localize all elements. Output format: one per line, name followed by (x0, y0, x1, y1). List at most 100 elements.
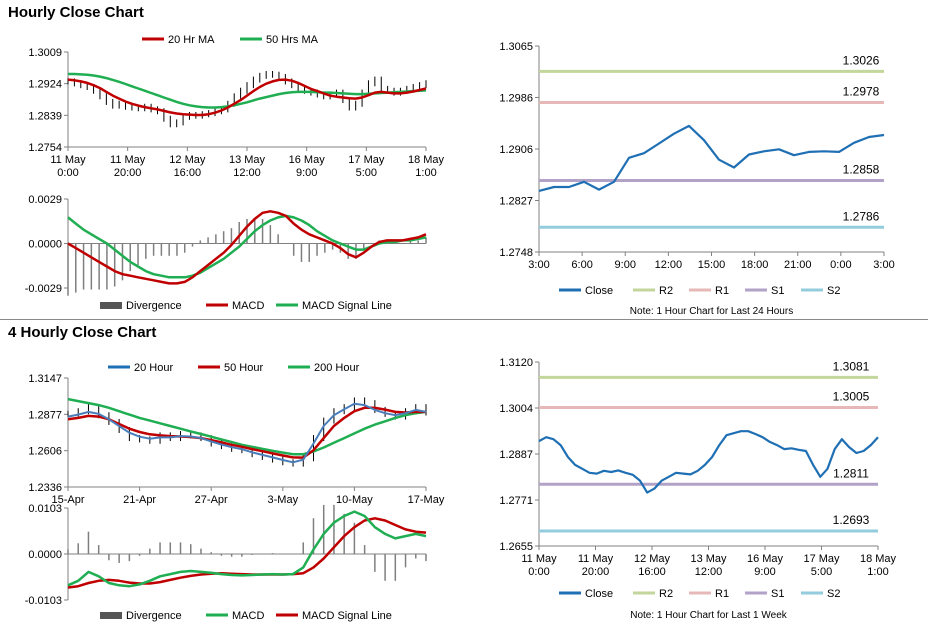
hourly-week-xtick-label: 9:00 (754, 566, 775, 578)
hourly-price-xtick-label: 5:00 (356, 167, 377, 179)
hourly-price-xtick-label: 12 May (169, 154, 206, 166)
legend-label: MACD (232, 610, 264, 622)
hourly-week-xtick-label: 20:00 (582, 566, 610, 578)
hourly-week-ytick-label: 1.2887 (499, 449, 533, 461)
hourly-24h-r1-label: 1.2978 (843, 85, 880, 99)
legend-label: S1 (771, 285, 784, 297)
four-hourly-price-ytick-label: 1.2606 (28, 446, 62, 458)
hourly-signal-line (67, 214, 427, 279)
four-hourly-price-ytick-label: 1.2877 (28, 409, 62, 421)
legend-swatch (100, 612, 122, 619)
legend-label: R1 (715, 588, 729, 600)
hourly-week-xtick-label: 16 May (747, 553, 784, 565)
hourly-price-xtick-label: 20:00 (114, 167, 142, 179)
hourly-price-ytick-label: 1.2754 (28, 142, 62, 154)
hourly-week-ytick-label: 1.3004 (499, 403, 533, 415)
hourly-macd-line (67, 210, 427, 285)
legend-label: 200 Hour (314, 362, 360, 374)
hourly-price-xtick-label: 16:00 (174, 167, 202, 179)
hourly-24h-note: Note: 1 Hour Chart for Last 24 Hours (630, 306, 793, 317)
hourly-macd-chart: 0.0029 0.0000 -0.0029 Divergence MACD MACD Si… (25, 194, 427, 312)
four-hourly-price-xtick-label: 17-May (408, 494, 445, 506)
hourly-24h-xtick-label: 0:00 (830, 259, 851, 271)
hourly-24h-close-line (538, 124, 885, 192)
legend-label: R2 (659, 588, 673, 600)
four-hourly-ma50-line (67, 406, 426, 459)
hourly-24h-ytick-label: 1.2986 (499, 93, 533, 105)
legend-label: MACD Signal Line (302, 300, 392, 312)
hourly-price-ytick-label: 1.2839 (28, 110, 62, 122)
legend-label: R1 (715, 285, 729, 297)
hourly-price-ytick-label: 1.3009 (28, 47, 62, 59)
hourly-macd-ytick-label: 0.0000 (28, 239, 62, 251)
hourly-macd-ytick-label: 0.0029 (28, 194, 62, 206)
four-hourly-price-ytick-label: 1.3147 (28, 373, 62, 385)
hourly-price-xtick-label: 18 May (408, 154, 445, 166)
hourly-week-xtick-label: 1:00 (867, 566, 888, 578)
hourly-week-ytick-label: 1.2655 (499, 541, 533, 553)
four-hourly-ma20-line (67, 402, 427, 464)
hourly-week-note: Note: 1 Hour Chart for Last 1 Week (630, 610, 788, 621)
four-hourly-section-title: 4 Hourly Close Chart (8, 324, 157, 341)
hourly-price-xtick-label: 13 May (229, 154, 266, 166)
four-hourly-signal-line (67, 517, 427, 589)
hourly-week-xtick-label: 12 May (634, 553, 671, 565)
legend-label: 20 Hr MA (168, 34, 215, 46)
hourly-24h-xtick-label: 15:00 (698, 259, 726, 271)
hourly-week-xtick-label: 11 May (578, 553, 614, 565)
legend-label: 50 Hour (224, 362, 263, 374)
four-hourly-price-xtick-label: 15-Apr (51, 494, 84, 506)
hourly-ma50-line (68, 72, 427, 109)
four-hourly-price-xtick-label: 27-Apr (195, 494, 228, 506)
hourly-24h-xtick-label: 12:00 (655, 259, 683, 271)
hourly-24h-ytick-label: 1.2827 (499, 196, 533, 208)
hourly-24h-xtick-label: 21:00 (784, 259, 812, 271)
hourly-ma20-line (67, 78, 427, 117)
hourly-section-title: Hourly Close Chart (8, 4, 144, 21)
legend-label: MACD (232, 300, 264, 312)
hourly-price-chart: 20 Hr MA 50 Hrs MA 1.3009 1.2924 1.2839 1.275… (28, 34, 445, 179)
four-hourly-macd-ytick-label: 0.0000 (28, 549, 62, 561)
legend-label: S2 (827, 588, 840, 600)
hourly-week-xtick-label: 18 May (860, 553, 897, 565)
four-hourly-macd-line (67, 510, 427, 588)
four-hourly-price-chart: 20 Hour 50 Hour 200 Hour 1.3147 1.2877 1.2606… (28, 362, 445, 506)
hourly-week-r2-label: 1.3081 (833, 359, 870, 373)
hourly-24h-s2-label: 1.2786 (843, 209, 880, 223)
hourly-24h-xtick-label: 6:00 (571, 259, 592, 271)
hourly-price-xtick-label: 1:00 (415, 167, 436, 179)
hourly-24h-ytick-label: 1.2906 (499, 144, 533, 156)
four-hourly-price-xtick-label: 21-Apr (123, 494, 156, 506)
hourly-price-xtick-label: 0:00 (57, 167, 78, 179)
hourly-macd-ytick-label: -0.0029 (25, 283, 62, 295)
hourly-price-xtick-label: 11 May (110, 154, 146, 166)
four-hourly-ma200-line (67, 397, 427, 456)
legend-label: S2 (827, 285, 840, 297)
hourly-24h-s1-label: 1.2858 (843, 163, 880, 177)
hourly-price-xtick-label: 9:00 (296, 167, 317, 179)
legend-label: S1 (771, 588, 784, 600)
hourly-24h-xtick-label: 18:00 (741, 259, 769, 271)
hourly-price-xtick-label: 11 May (50, 154, 86, 166)
four-hourly-price-xtick-label: 3-May (268, 494, 299, 506)
legend-label: R2 (659, 285, 673, 297)
hourly-24h-xtick-label: 9:00 (615, 259, 636, 271)
hourly-price-ytick-label: 1.2924 (28, 79, 62, 91)
legend-swatch (100, 302, 122, 309)
hourly-week-close-line (538, 430, 879, 494)
four-hourly-macd-ytick-label: -0.0103 (25, 595, 62, 607)
hourly-24h-ytick-label: 1.3065 (499, 41, 533, 53)
hourly-week-s2-label: 1.2693 (833, 513, 870, 527)
hourly-price-xtick-label: 17 May (348, 154, 385, 166)
hourly-week-s1-label: 1.2811 (833, 466, 869, 480)
legend-label: 50 Hrs MA (266, 34, 319, 46)
hourly-week-ytick-label: 1.3120 (499, 357, 533, 369)
hourly-week-r1-label: 1.3005 (833, 390, 870, 404)
hourly-week-xtick-label: 5:00 (811, 566, 832, 578)
hourly-week-xtick-label: 16:00 (638, 566, 666, 578)
legend-label: Divergence (126, 300, 182, 312)
section-divider (0, 319, 928, 320)
four-hourly-price-ytick-label: 1.2336 (28, 482, 62, 494)
hourly-24h-ytick-label: 1.2748 (499, 247, 533, 259)
